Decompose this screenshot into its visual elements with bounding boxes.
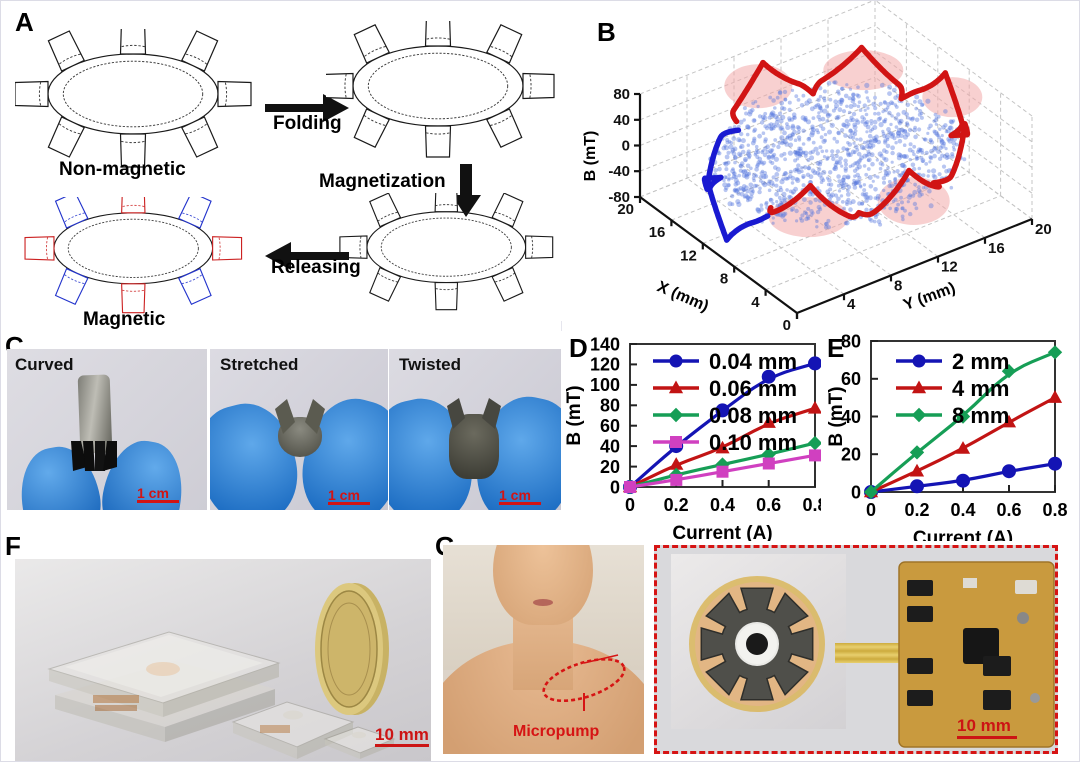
svg-text:20: 20 xyxy=(617,201,634,218)
svg-text:0.8: 0.8 xyxy=(802,495,821,515)
svg-text:B: B xyxy=(597,17,616,47)
svg-text:60: 60 xyxy=(600,416,620,436)
svg-text:140: 140 xyxy=(590,334,620,354)
svg-text:0: 0 xyxy=(622,138,630,155)
svg-text:0: 0 xyxy=(610,477,620,497)
svg-text:16: 16 xyxy=(988,240,1005,257)
svg-text:40: 40 xyxy=(600,436,620,456)
svg-text:B (mT): B (mT) xyxy=(582,131,599,182)
svg-text:8 mm: 8 mm xyxy=(952,403,1009,428)
svg-text:4 mm: 4 mm xyxy=(952,376,1009,401)
svg-text:20: 20 xyxy=(1035,221,1052,238)
svg-text:80: 80 xyxy=(613,86,630,103)
svg-text:20: 20 xyxy=(841,445,861,465)
svg-text:B (mT): B (mT) xyxy=(564,385,585,445)
svg-text:0.08 mm: 0.08 mm xyxy=(709,403,797,428)
svg-text:0.2: 0.2 xyxy=(904,500,929,520)
svg-text:0.6: 0.6 xyxy=(996,500,1021,520)
svg-text:16: 16 xyxy=(649,224,666,241)
svg-text:12: 12 xyxy=(941,259,958,276)
svg-text:20: 20 xyxy=(600,457,620,477)
svg-text:8: 8 xyxy=(894,277,902,294)
svg-text:0: 0 xyxy=(851,482,861,502)
svg-text:4: 4 xyxy=(751,294,760,311)
svg-text:0.4: 0.4 xyxy=(710,495,735,515)
svg-text:0.10 mm: 0.10 mm xyxy=(709,430,797,455)
svg-text:0.04 mm: 0.04 mm xyxy=(709,349,797,374)
svg-text:2 mm: 2 mm xyxy=(952,349,1009,374)
svg-text:0: 0 xyxy=(866,500,876,520)
svg-text:12: 12 xyxy=(680,247,697,264)
svg-text:0: 0 xyxy=(783,317,791,331)
svg-text:80: 80 xyxy=(600,396,620,416)
svg-text:0.2: 0.2 xyxy=(664,495,689,515)
svg-text:40: 40 xyxy=(613,112,630,129)
svg-text:-40: -40 xyxy=(608,163,630,180)
svg-text:120: 120 xyxy=(590,355,620,375)
svg-text:B (mT): B (mT) xyxy=(826,386,847,446)
svg-text:4: 4 xyxy=(847,296,856,313)
svg-text:0.6: 0.6 xyxy=(756,495,781,515)
svg-text:60: 60 xyxy=(841,369,861,389)
svg-text:0.06 mm: 0.06 mm xyxy=(709,376,797,401)
svg-text:0: 0 xyxy=(625,495,635,515)
svg-text:0.4: 0.4 xyxy=(950,500,975,520)
svg-text:0.8: 0.8 xyxy=(1042,500,1067,520)
svg-text:8: 8 xyxy=(720,271,728,288)
svg-text:100: 100 xyxy=(590,375,620,395)
